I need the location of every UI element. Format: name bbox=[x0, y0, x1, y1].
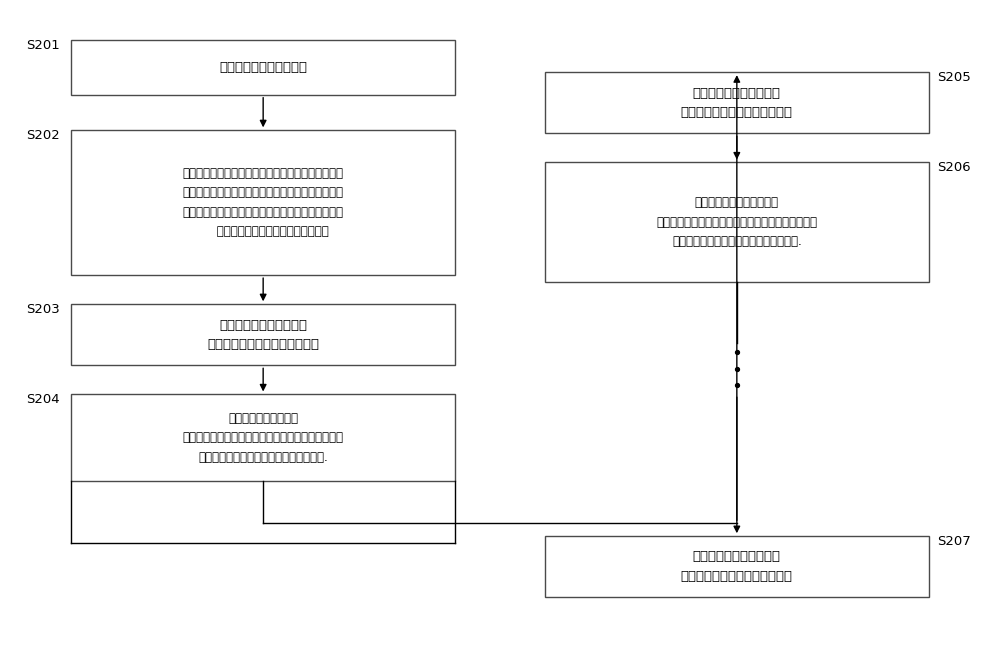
Bar bbox=[71, 40, 455, 95]
Bar bbox=[545, 162, 929, 281]
Text: S201: S201 bbox=[26, 39, 60, 52]
Text: 采集钢丝绳在线检测信号: 采集钢丝绳在线检测信号 bbox=[219, 61, 307, 74]
Text: S202: S202 bbox=[26, 129, 60, 142]
Text: S207: S207 bbox=[937, 535, 971, 548]
Bar bbox=[71, 395, 455, 481]
Text: 根据在线检测信号通过离散数字形态变换抑制随速度
变化的低频漂移信号、低频绳股漏磁场信号和工频干
扰信号，其中，离散数字形态变换通过基于自适应加
     权组合: 根据在线检测信号通过离散数字形态变换抑制随速度 变化的低频漂移信号、低频绳股漏磁… bbox=[183, 167, 344, 239]
Bar bbox=[545, 536, 929, 597]
Bar bbox=[545, 72, 929, 133]
Bar bbox=[71, 130, 455, 275]
Text: S206: S206 bbox=[937, 161, 970, 174]
Bar bbox=[71, 304, 455, 366]
Text: S205: S205 bbox=[937, 71, 971, 84]
Text: 通过小波变换第二层分解
抑制高频噪声和绳股漏磁场信号: 通过小波变换第二层分解 抑制高频噪声和绳股漏磁场信号 bbox=[681, 87, 793, 119]
Text: 通过小波变换第一层分解
抑制高频噪声和绳股漏磁场信号: 通过小波变换第一层分解 抑制高频噪声和绳股漏磁场信号 bbox=[207, 318, 319, 351]
Text: S204: S204 bbox=[26, 393, 60, 406]
Text: 对处理后的信号进一步
通过离散数字形态变换抑制随速度变化的低频漂移信
号、低频绳股漏磁场信号和工频干扰信号.: 对处理后的信号进一步 通过离散数字形态变换抑制随速度变化的低频漂移信 号、低频绳… bbox=[183, 412, 344, 464]
Text: 通过小波变换第六层分解
抑制高频噪声和绳股漏磁场信号: 通过小波变换第六层分解 抑制高频噪声和绳股漏磁场信号 bbox=[681, 551, 793, 583]
Text: 对处理后的信号继续进一步
通过离散数字形态变换抑制随速度变化的低频漂移信
号、低频绳股漏磁场信号和工频干扰信号.: 对处理后的信号继续进一步 通过离散数字形态变换抑制随速度变化的低频漂移信 号、低… bbox=[656, 196, 817, 248]
Text: S203: S203 bbox=[26, 303, 60, 316]
